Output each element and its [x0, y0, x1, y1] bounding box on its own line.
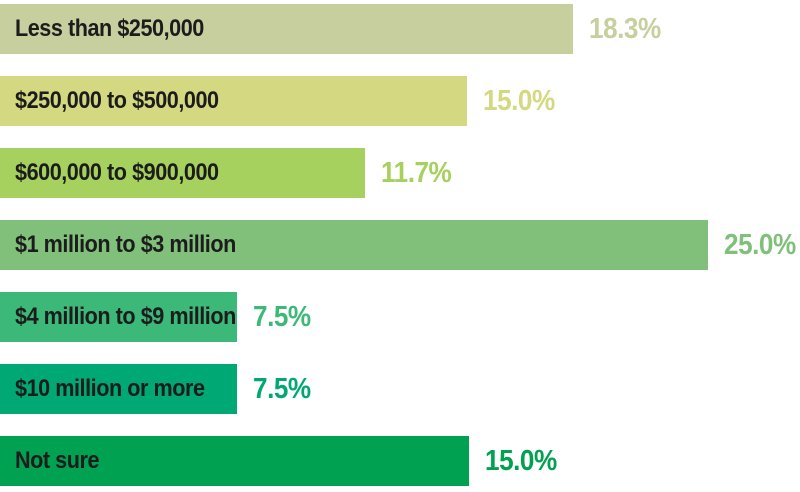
bar: $250,000 to $500,000: [0, 76, 468, 126]
bar-row: $10 million or more 7.5%: [0, 364, 800, 414]
bar-category-label: $600,000 to $900,000: [15, 159, 219, 186]
bar-value-label: 18.3%: [588, 12, 661, 45]
bar: $600,000 to $900,000: [0, 148, 365, 198]
bar: $4 million to $9 million: [0, 292, 237, 342]
bar: Not sure: [0, 436, 469, 486]
bar-category-label: $1 million to $3 million: [15, 231, 236, 258]
bar-category-label: Not sure: [15, 447, 100, 474]
bar-value-label: 15.0%: [484, 444, 557, 477]
bar-category-label: $10 million or more: [15, 375, 205, 402]
bar-value-label: 7.5%: [252, 372, 311, 405]
bar-row: Less than $250,000 18.3%: [0, 4, 800, 54]
bar: Less than $250,000: [0, 4, 573, 54]
bar-value-label: 7.5%: [252, 300, 311, 333]
bar-row: Not sure 15.0%: [0, 436, 800, 486]
bar: $10 million or more: [0, 364, 237, 414]
bar-category-label: Less than $250,000: [15, 15, 204, 42]
bar-row: $600,000 to $900,000 11.7%: [0, 148, 800, 198]
bar-value-label: 25.0%: [724, 228, 796, 261]
bar: $1 million to $3 million: [0, 220, 708, 270]
bar-row: $4 million to $9 million 7.5%: [0, 292, 800, 342]
bar-row: $1 million to $3 million 25.0%: [0, 220, 800, 270]
bar-value-label: 11.7%: [380, 156, 452, 189]
bar-category-label: $250,000 to $500,000: [15, 87, 219, 114]
bar-value-label: 15.0%: [483, 84, 555, 117]
bar-category-label: $4 million to $9 million: [15, 303, 236, 330]
bar-row: $250,000 to $500,000 15.0%: [0, 76, 800, 126]
